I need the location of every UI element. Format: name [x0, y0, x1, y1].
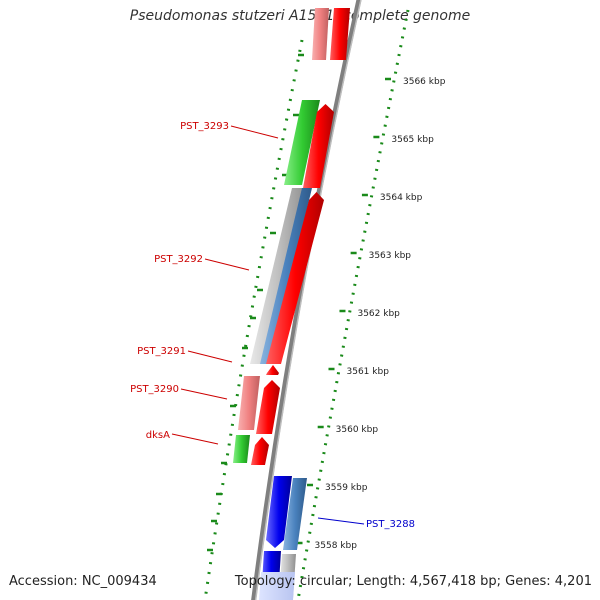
gene-arrow-pink	[312, 8, 329, 60]
scale-tick-label: 3562 kbp	[357, 309, 400, 319]
gene-arrow-red	[266, 192, 324, 364]
scale-tick-label: 3561 kbp	[347, 367, 390, 377]
gene-arrow-red	[303, 104, 334, 188]
accession-text: Accession: NC_009434	[9, 574, 157, 589]
gene-label: PST_3290	[130, 384, 179, 395]
map-title: Pseudomonas stutzeri A1501, complete gen…	[129, 8, 471, 24]
gene-leader-line	[180, 388, 228, 400]
scale-tick-label: 3565 kbp	[391, 135, 434, 145]
gene-arrow-green	[284, 100, 320, 185]
gene-arrow-blue	[266, 476, 292, 548]
gene-leader-line	[204, 258, 250, 271]
gene-label: PST_3293	[180, 121, 229, 132]
scale-tick-label: 3563 kbp	[369, 251, 412, 261]
gene-leader-line	[230, 125, 279, 139]
gene-arrow-red	[251, 437, 269, 465]
ruler-outer-dots	[296, 9, 410, 600]
gene-arrow-steelblue	[260, 188, 312, 364]
scale-tick-label: 3560 kbp	[336, 425, 379, 435]
scale-tick-label: 3564 kbp	[380, 193, 423, 203]
gene-arrow-red	[256, 380, 280, 434]
scale-tick-label: 3558 kbp	[315, 541, 358, 551]
gene-leader-line	[317, 517, 365, 525]
gene-label: dksA	[146, 430, 170, 441]
scale-tick-label: 3559 kbp	[325, 483, 368, 493]
gene-arrow-steelblue	[283, 478, 307, 550]
gene-arrow-red	[330, 8, 350, 60]
gene-arrow-red	[266, 365, 279, 375]
backbone-highlight	[254, 0, 362, 600]
gene-label: PST_3288	[366, 519, 415, 530]
gene-arrow-green	[233, 435, 250, 463]
scale-tick-label: 3566 kbp	[403, 77, 446, 87]
gene-arrow-pink	[238, 376, 260, 430]
backbone-arc	[251, 0, 362, 600]
gene-label: PST_3291	[137, 346, 186, 357]
gene-leader-line	[187, 350, 233, 363]
ruler-inner-dots	[203, 39, 304, 600]
genome-summary-text: Topology: circular; Length: 4,567,418 bp…	[234, 574, 592, 589]
gene-arrow-paleblue	[259, 572, 295, 600]
gene-label: PST_3292	[154, 254, 203, 265]
gene-leader-line	[171, 433, 219, 445]
